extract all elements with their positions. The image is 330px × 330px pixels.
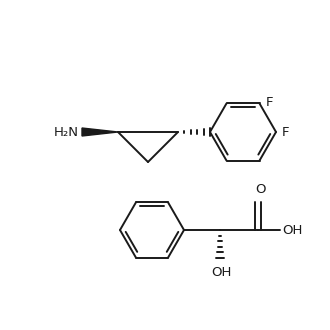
Text: F: F (282, 126, 289, 140)
Text: OH: OH (211, 266, 231, 279)
Text: O: O (255, 183, 265, 196)
Text: OH: OH (282, 223, 302, 237)
Text: F: F (266, 96, 273, 109)
Text: H₂N: H₂N (54, 125, 79, 139)
Polygon shape (82, 128, 118, 136)
